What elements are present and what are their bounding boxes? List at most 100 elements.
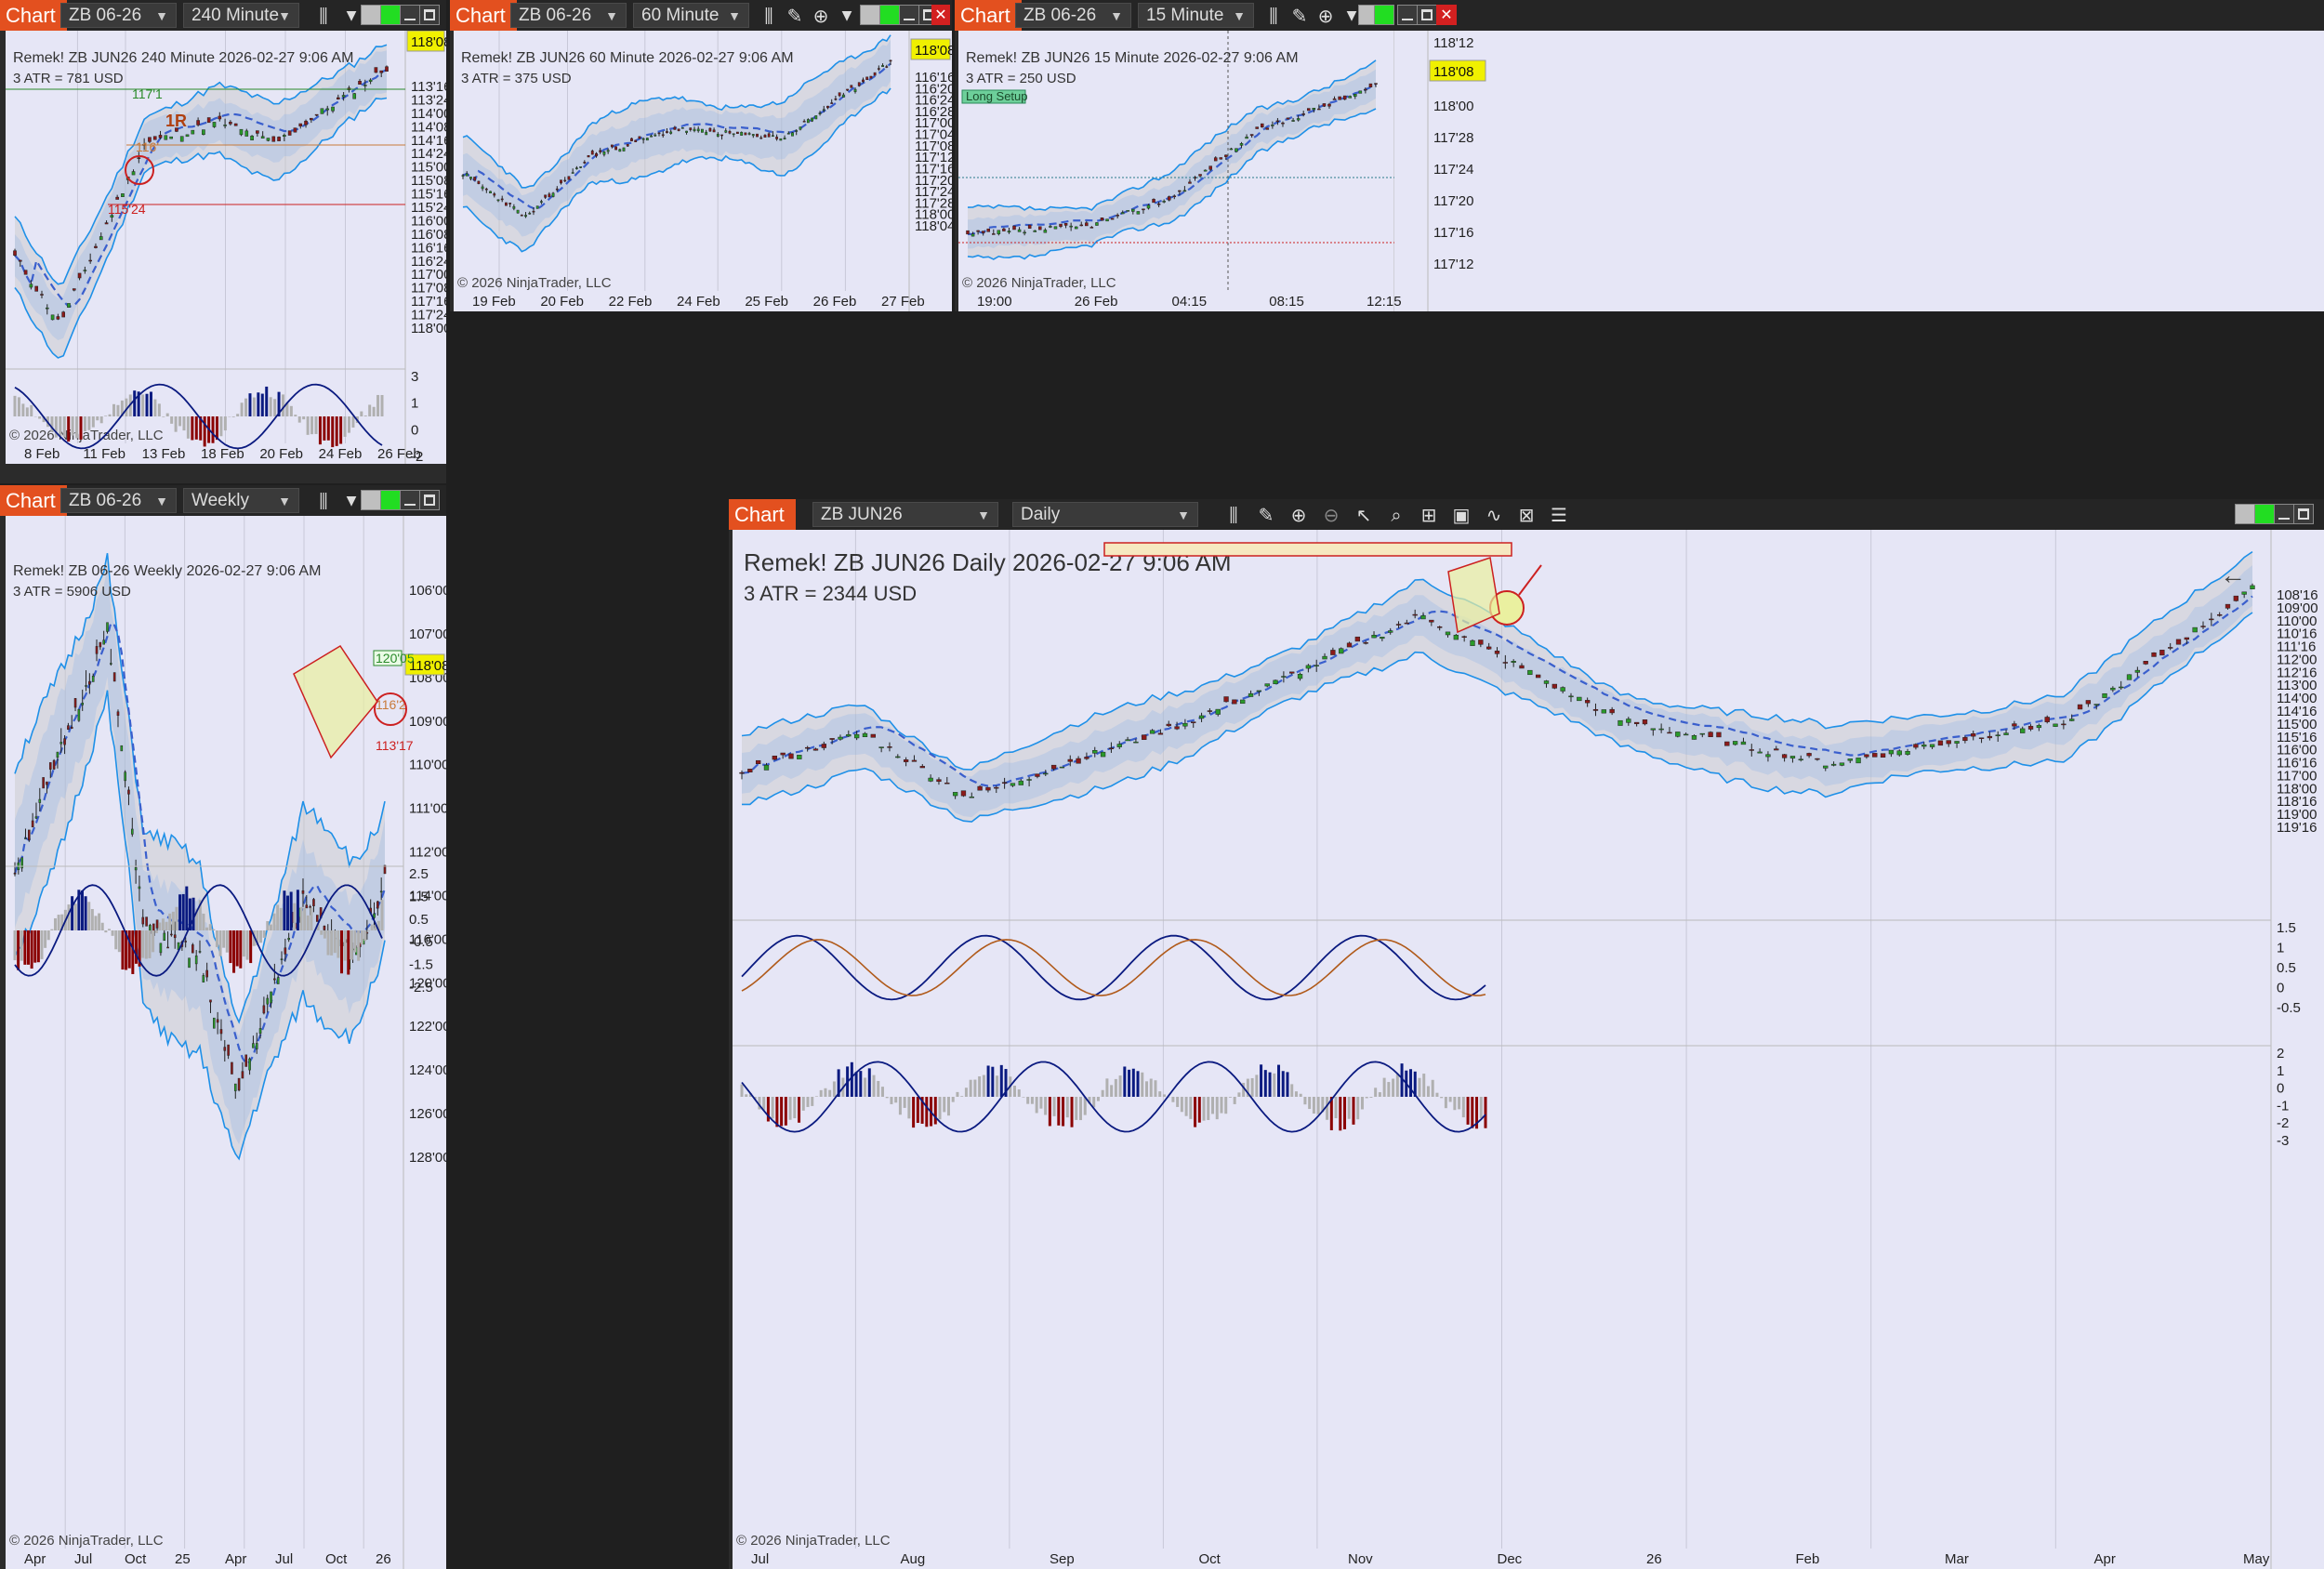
instrument-selector[interactable]: ZB JUN26 ▼: [812, 502, 998, 527]
bar-style-icon[interactable]: ⫼: [764, 5, 773, 27]
zoom-out-icon[interactable]: ⊖: [1323, 504, 1340, 526]
candle-body: [1568, 695, 1574, 698]
minimize-button[interactable]: [400, 5, 420, 25]
dropdown-arrow-icon[interactable]: ▼: [1346, 8, 1357, 23]
minimize-button[interactable]: [400, 490, 420, 510]
oscillator-line: [741, 1061, 1486, 1133]
minimize-button[interactable]: [2274, 504, 2294, 524]
drawing-tool-icon[interactable]: ✎: [1258, 504, 1274, 526]
zoom-icon[interactable]: ⊕: [1317, 5, 1334, 27]
chart-tab[interactable]: Chart: [729, 499, 796, 530]
price-axis-label: 112'00: [2277, 652, 2317, 667]
chart-svg[interactable]: 118'12118'04118'00117'28117'24117'20117'…: [1394, 31, 2324, 311]
histogram-bar: [17, 397, 20, 416]
indicators-icon[interactable]: ∿: [1486, 504, 1502, 526]
candle-body: [85, 685, 87, 687]
time-axis-label: 26: [1646, 1551, 1662, 1567]
price-axis-label: 112'16: [2277, 665, 2317, 680]
instrument-selector[interactable]: ZB 06-26 ▼: [1015, 3, 1131, 28]
instrument-selector[interactable]: ZB 06-26 ▼: [60, 3, 177, 28]
price-axis-label: 115'08: [411, 173, 446, 189]
close-button[interactable]: ✕: [1436, 5, 1457, 25]
window-link-green-button[interactable]: [1374, 5, 1394, 25]
window-link-green-button[interactable]: [380, 5, 401, 25]
candle-body: [223, 1047, 227, 1051]
candle-body: [24, 837, 27, 839]
instrument-selector[interactable]: ZB 06-26 ▼: [60, 488, 177, 513]
histogram-bar: [326, 416, 330, 441]
copyright-label: © 2026 NinjaTrader, LLC: [962, 275, 1116, 291]
dropdown-arrow-icon[interactable]: ▼: [346, 494, 357, 508]
histogram-bar: [916, 1097, 919, 1124]
candle-body: [298, 123, 303, 126]
candle-body: [134, 867, 138, 871]
screenshot-icon[interactable]: ▣: [1452, 504, 1471, 526]
chart-plot-area[interactable]: 119'16 119'00 118'16 118'00 117'00 116'16 116'…: [733, 530, 2324, 1569]
chart-tab[interactable]: Chart: [955, 0, 1022, 31]
chart-tab[interactable]: Chart: [0, 0, 67, 31]
zoom-icon[interactable]: ⊕: [812, 5, 829, 27]
bar-style-icon[interactable]: ⫼: [319, 490, 328, 512]
maximize-button[interactable]: [419, 5, 440, 25]
chart-svg[interactable]: 118'00117'24117'16117'08117'00116'24116'…: [6, 31, 446, 464]
chart-tab[interactable]: Chart: [450, 0, 517, 31]
candle-body: [188, 957, 191, 969]
window-link-button[interactable]: [361, 5, 381, 25]
maximize-button[interactable]: [419, 490, 440, 510]
close-button[interactable]: ✕: [931, 5, 950, 25]
candle-body: [1125, 739, 1130, 742]
candle-body: [1162, 201, 1166, 203]
bar-style-icon[interactable]: ⫼: [1269, 5, 1278, 27]
instrument-selector[interactable]: ZB 06-26 ▼: [510, 3, 627, 28]
chart-tab[interactable]: Chart: [0, 485, 67, 516]
chart-plot-area[interactable]: 128'00 126'00 124'00 122'00 120'00 116'00 114'…: [6, 516, 446, 1569]
chart-plot-area[interactable]: 118'04 118'00 117'28 117'24 117'20 117'16 117'…: [454, 31, 952, 311]
candle-body: [560, 179, 562, 184]
chart-svg[interactable]: 119'16119'00118'16118'00117'00116'16116'…: [733, 530, 2324, 1569]
histogram-bar: [824, 1088, 827, 1097]
histogram-bar: [1176, 1097, 1180, 1107]
minimize-button[interactable]: [899, 5, 919, 25]
maximize-button[interactable]: [2293, 504, 2314, 524]
window-link-button[interactable]: [361, 490, 381, 510]
dropdown-arrow-icon[interactable]: ▼: [841, 8, 852, 23]
window-link-green-button[interactable]: [380, 490, 401, 510]
interval-selector[interactable]: Weekly ▼: [183, 488, 299, 513]
histogram-bar: [62, 416, 66, 438]
pointer-icon[interactable]: ↖: [1355, 504, 1372, 526]
candle-body: [1855, 758, 1861, 764]
bar-style-icon[interactable]: ⫼: [1229, 504, 1238, 526]
window-link-green-button[interactable]: [2254, 504, 2275, 524]
drawing-tool-icon[interactable]: ✎: [786, 5, 803, 27]
candle-body: [77, 272, 82, 279]
minimize-button[interactable]: [1397, 5, 1418, 25]
window-link-button[interactable]: [2235, 504, 2255, 524]
histogram-bar: [121, 930, 125, 970]
interval-selector[interactable]: Daily ▼: [1012, 502, 1198, 527]
chart-plot-area[interactable]: 118'00117'24117'16117'08117'00116'24116'…: [6, 31, 446, 464]
object-list-icon[interactable]: ☰: [1551, 504, 1567, 526]
window-link-button[interactable]: [860, 5, 880, 25]
chart-svg[interactable]: 128'00 126'00 124'00 122'00 120'00 116'00 114'…: [6, 516, 446, 1569]
interval-selector[interactable]: 60 Minute ▼: [633, 3, 749, 28]
bar-style-icon[interactable]: ⫼: [319, 5, 328, 27]
histogram-bar: [1141, 1072, 1144, 1097]
data-box-icon[interactable]: ⌕: [1391, 504, 1402, 526]
chart-plot-area[interactable]: 118'12118'04118'00117'28117'24117'20117'…: [1394, 31, 2324, 311]
chart-svg[interactable]: 118'04118'00117'28117'24117'20117'16117'…: [454, 31, 952, 311]
drawing-tool-icon[interactable]: ✎: [1291, 5, 1308, 27]
strategies-icon[interactable]: ⊠: [1518, 504, 1535, 526]
zoom-in-icon[interactable]: ⊕: [1290, 504, 1307, 526]
window-link-green-button[interactable]: [879, 5, 900, 25]
price-axis-label: 117'24: [915, 184, 952, 200]
interval-selector[interactable]: 240 Minute ▼: [183, 3, 299, 28]
interval-selector[interactable]: 15 Minute ▼: [1138, 3, 1254, 28]
dropdown-arrow-icon[interactable]: ▼: [346, 8, 357, 23]
histogram-bar: [347, 416, 350, 433]
candle-body: [1305, 665, 1312, 669]
maximize-button[interactable]: [1417, 5, 1437, 25]
properties-icon[interactable]: ⊞: [1420, 504, 1437, 526]
candle-body: [2069, 719, 2075, 721]
